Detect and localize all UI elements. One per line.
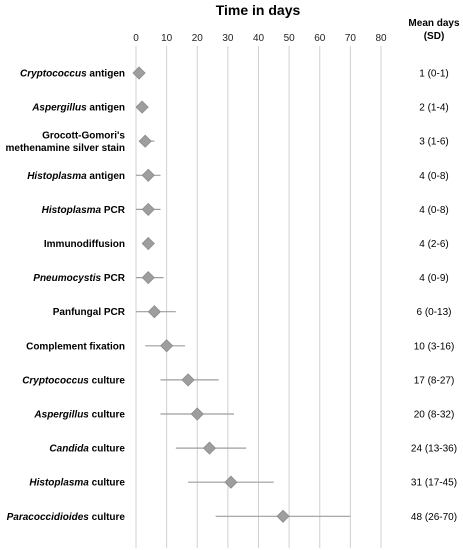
mean-marker bbox=[138, 134, 152, 148]
mean-value: 4 (0-9) bbox=[419, 273, 448, 284]
row-label-part: culture bbox=[89, 375, 126, 386]
mean-value: 17 (8-27) bbox=[414, 375, 455, 386]
x-axis-ticks: 0 10 20 30 40 50 60 70 80 bbox=[133, 33, 387, 44]
mean-marker bbox=[202, 441, 217, 455]
mean-marker bbox=[141, 202, 155, 216]
row-label-part: Grocott-Gomori's bbox=[42, 130, 125, 141]
x-tick-label: 50 bbox=[284, 33, 296, 44]
mean-marker bbox=[190, 407, 204, 421]
row-label: Histoplasma culture bbox=[29, 478, 125, 489]
mean-marker bbox=[135, 100, 149, 114]
x-tick-label: 30 bbox=[222, 33, 234, 44]
mean-value: 2 (1-4) bbox=[419, 103, 448, 114]
row-label-part: methenamine silver stain bbox=[6, 143, 126, 154]
row-label: Immunodiffusion bbox=[44, 239, 125, 250]
row-label-part: PCR bbox=[101, 273, 126, 284]
row-label-part: Histoplasma bbox=[29, 478, 89, 489]
mean-markers bbox=[132, 66, 290, 523]
row-label-part: PCR bbox=[101, 205, 126, 216]
row-label: methenamine silver stain bbox=[6, 143, 126, 154]
mean-marker bbox=[224, 475, 238, 489]
row-label-part: Aspergillus bbox=[33, 410, 89, 421]
row-label-part: antigen bbox=[87, 103, 125, 114]
row-label-part: Cryptococcus bbox=[22, 375, 89, 386]
mean-value: 24 (13-36) bbox=[411, 444, 457, 455]
mean-value: 4 (0-8) bbox=[419, 205, 448, 216]
x-tick-label: 20 bbox=[192, 33, 204, 44]
row-label-part: Immunodiffusion bbox=[44, 239, 125, 250]
x-tick-label: 60 bbox=[314, 33, 326, 44]
row-label-part: Candida bbox=[49, 444, 89, 455]
row-label-part: Aspergillus bbox=[31, 103, 87, 114]
row-label-part: Histoplasma bbox=[42, 205, 102, 216]
mean-header-line1: Mean days bbox=[408, 18, 460, 29]
row-label-part: culture bbox=[89, 512, 126, 523]
x-tick-label: 0 bbox=[133, 33, 139, 44]
row-label: Histoplasma antigen bbox=[27, 171, 125, 182]
mean-value: 48 (26-70) bbox=[411, 512, 457, 523]
chart-title: Time in days bbox=[216, 2, 301, 18]
mean-value: 3 (1-6) bbox=[419, 137, 448, 148]
row-label-part: Paracoccidioides bbox=[7, 512, 90, 523]
mean-values: 1 (0-1) 2 (1-4) 3 (1-6) 4 (0-8) 4 (0-8) 4 (2-… bbox=[411, 69, 457, 523]
row-label-part: Complement fixation bbox=[26, 341, 125, 352]
row-label: Pneumocystis PCR bbox=[33, 273, 125, 284]
row-label-part: culture bbox=[89, 410, 126, 421]
mean-value: 31 (17-45) bbox=[411, 478, 457, 489]
mean-value: 6 (0-13) bbox=[416, 307, 451, 318]
x-tick-label: 70 bbox=[345, 33, 357, 44]
mean-marker bbox=[276, 509, 290, 523]
mean-marker bbox=[181, 373, 195, 387]
x-tick-label: 80 bbox=[375, 33, 387, 44]
mean-marker bbox=[132, 66, 146, 80]
row-label: Paracoccidioides culture bbox=[7, 512, 126, 523]
row-label-part: culture bbox=[89, 444, 126, 455]
row-label: Complement fixation bbox=[26, 341, 125, 352]
row-label: Candida culture bbox=[49, 444, 125, 455]
mean-marker bbox=[141, 271, 155, 285]
row-label-part: Panfungal PCR bbox=[53, 307, 126, 318]
row-label-part: antigen bbox=[87, 69, 125, 80]
row-label: Grocott-Gomori's bbox=[42, 130, 125, 141]
row-label-part: Pneumocystis bbox=[33, 273, 101, 284]
error-bars bbox=[136, 72, 351, 517]
mean-header-line2: (SD) bbox=[424, 31, 445, 42]
mean-marker bbox=[160, 339, 174, 353]
row-label: Panfungal PCR bbox=[53, 307, 126, 318]
row-label-part: culture bbox=[89, 478, 126, 489]
x-tick-label: 10 bbox=[161, 33, 173, 44]
row-label: Aspergillus antigen bbox=[31, 103, 125, 114]
mean-marker bbox=[141, 168, 155, 182]
mean-value: 10 (3-16) bbox=[414, 341, 455, 352]
row-label-part: Cryptococcus bbox=[20, 69, 87, 80]
row-label-part: antigen bbox=[87, 171, 125, 182]
gridlines bbox=[135, 46, 382, 548]
mean-value: 20 (8-32) bbox=[414, 410, 455, 421]
mean-marker bbox=[141, 236, 155, 251]
row-label: Aspergillus culture bbox=[33, 410, 125, 421]
row-label: Cryptococcus antigen bbox=[20, 69, 125, 80]
mean-value: 1 (0-1) bbox=[419, 69, 448, 80]
row-label-part: Histoplasma bbox=[27, 171, 87, 182]
mean-value: 4 (2-6) bbox=[419, 239, 448, 250]
row-label: Histoplasma PCR bbox=[42, 205, 126, 216]
mean-value: 4 (0-8) bbox=[419, 171, 448, 182]
x-tick-label: 40 bbox=[253, 33, 265, 44]
mean-marker bbox=[147, 305, 161, 319]
row-label: Cryptococcus culture bbox=[22, 375, 125, 386]
